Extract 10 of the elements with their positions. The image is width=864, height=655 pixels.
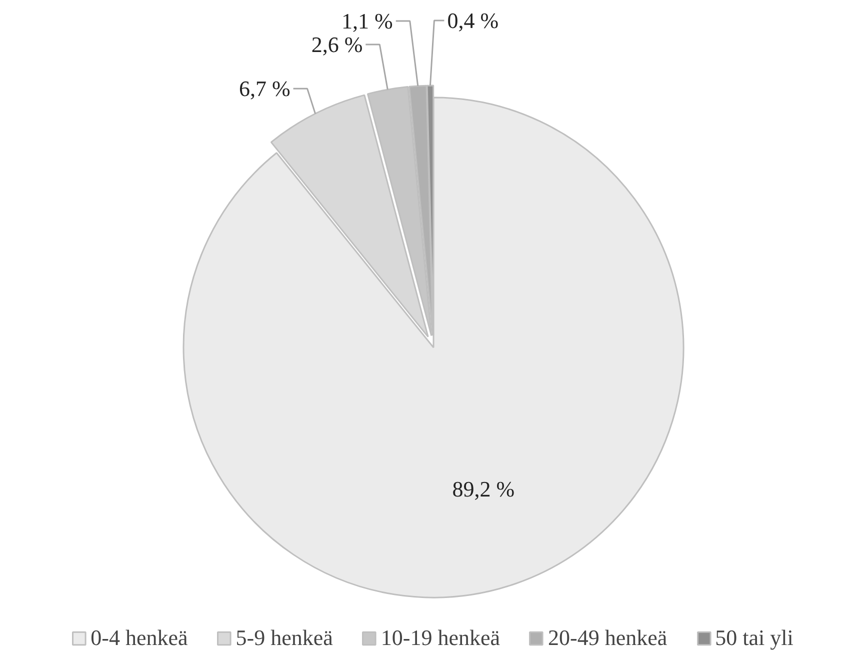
legend-label: 0-4 henkeä [90, 625, 188, 651]
legend-label: 10-19 henkeä [380, 625, 500, 651]
data-label: 1,1 % [342, 8, 393, 34]
data-label: 2,6 % [311, 32, 363, 58]
data-label: 6,7 % [238, 76, 290, 102]
legend-label: 50 tai yli [715, 625, 794, 651]
legend-label: 5-9 henkeä [236, 625, 333, 651]
data-label: 0,4 % [447, 8, 499, 34]
data-label: 89,2 % [452, 476, 515, 502]
legend-label: 20-49 henkeä [548, 625, 668, 651]
